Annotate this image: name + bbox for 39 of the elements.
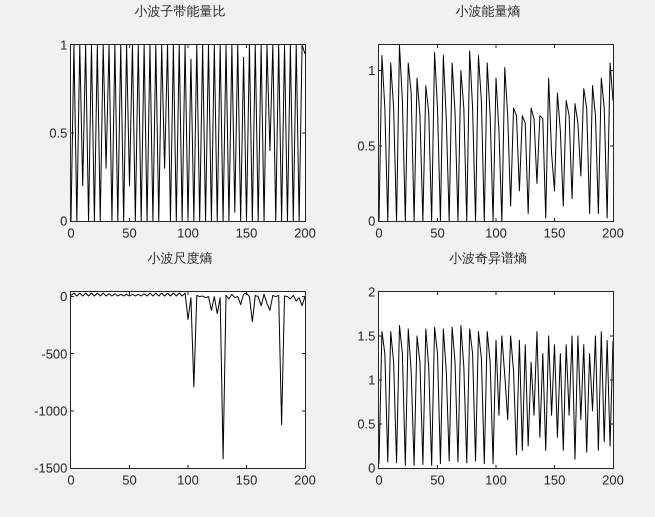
x-tick-label: 100: [177, 472, 199, 488]
y-tick-label: -1500: [34, 460, 68, 476]
x-tick-label: 100: [177, 226, 199, 241]
y-tick-label: 0.5: [49, 126, 68, 141]
chart-title: 小波尺度熵: [147, 250, 212, 267]
x-tick-label: 50: [430, 472, 445, 488]
x-tick-label: 200: [294, 226, 316, 241]
y-tick-label: 1: [368, 372, 376, 388]
x-tick-label: 50: [122, 226, 137, 241]
line-series: [379, 324, 613, 466]
y-tick-label: 0: [368, 214, 376, 229]
chart-title: 小波子带能量比: [134, 4, 226, 20]
x-tick-label: 200: [602, 472, 624, 488]
x-tick-label: 150: [236, 472, 258, 488]
y-tick-label: -1000: [34, 403, 68, 418]
y-tick-label: 1: [368, 63, 376, 78]
y-tick-label: -500: [41, 346, 68, 362]
line-series: [71, 45, 305, 221]
x-tick-label: 150: [544, 226, 566, 241]
chart-title: 小波能量熵: [455, 4, 520, 20]
x-tick-label: 150: [236, 226, 258, 241]
y-tick-label: 2: [368, 284, 376, 300]
x-tick-label: 200: [602, 226, 624, 241]
chart-title: 小波奇异谱熵: [448, 252, 527, 267]
y-tick-label: 0: [60, 214, 68, 229]
y-tick-label: 1: [60, 38, 68, 53]
x-tick-label: 150: [544, 472, 566, 488]
x-tick-label: 50: [122, 472, 137, 488]
line-series: [71, 292, 305, 460]
y-tick-label: 1.5: [357, 328, 376, 344]
x-tick-label: 100: [485, 226, 507, 241]
y-tick-label: 0: [60, 289, 68, 304]
y-tick-label: 0.5: [357, 416, 376, 432]
x-tick-label: 200: [294, 472, 316, 488]
x-tick-label: 100: [485, 472, 507, 488]
x-tick-label: 50: [430, 226, 445, 241]
y-tick-label: 0.5: [357, 138, 376, 154]
y-tick-label: 0: [368, 460, 376, 476]
line-series: [379, 45, 613, 221]
